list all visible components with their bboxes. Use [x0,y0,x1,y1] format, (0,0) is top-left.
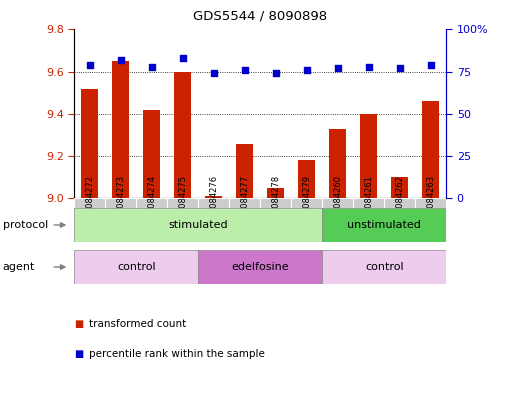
Text: GSM1084261: GSM1084261 [364,175,373,231]
Bar [74,198,105,208]
Text: GSM1084278: GSM1084278 [271,175,280,231]
Text: ■: ■ [74,349,84,359]
Text: edelfosine: edelfosine [231,262,289,272]
Bar [322,250,446,284]
Bar [167,198,199,208]
Point [179,55,187,61]
Bar [105,198,136,208]
Point [303,67,311,73]
Bar [74,208,322,242]
Bar [236,143,253,198]
Point [117,57,125,63]
Point [210,70,218,77]
Text: GSM1084262: GSM1084262 [396,175,404,231]
Text: GSM1084272: GSM1084272 [85,175,94,231]
Text: control: control [117,262,155,272]
Bar [360,114,378,198]
Bar [199,250,322,284]
Bar [260,198,291,208]
Bar [74,250,199,284]
Text: percentile rank within the sample: percentile rank within the sample [89,349,265,359]
Text: transformed count: transformed count [89,319,186,329]
Point [148,64,156,70]
Text: GSM1084277: GSM1084277 [241,175,249,231]
Text: unstimulated: unstimulated [347,220,421,230]
Text: GSM1084276: GSM1084276 [209,175,219,231]
Bar [82,89,98,198]
Bar [205,196,222,198]
Point [334,65,342,72]
Bar [384,198,416,208]
Text: GSM1084263: GSM1084263 [426,175,436,231]
Bar [199,198,229,208]
Text: GSM1084275: GSM1084275 [179,175,187,231]
Bar [391,177,408,198]
Bar [291,198,322,208]
Text: GSM1084260: GSM1084260 [333,175,342,231]
Bar [322,198,353,208]
Bar [422,101,439,198]
Text: stimulated: stimulated [169,220,228,230]
Bar [322,208,446,242]
Bar [353,198,384,208]
Text: ■: ■ [74,319,84,329]
Point [427,62,435,68]
Text: GDS5544 / 8090898: GDS5544 / 8090898 [193,10,327,23]
Bar [174,72,191,198]
Text: GSM1084274: GSM1084274 [147,175,156,231]
Bar [136,198,167,208]
Bar [143,110,161,198]
Point [86,62,94,68]
Point [272,70,280,77]
Bar [267,188,284,198]
Point [241,67,249,73]
Text: agent: agent [3,262,35,272]
Bar [229,198,260,208]
Text: GSM1084273: GSM1084273 [116,175,125,231]
Point [365,64,373,70]
Bar [416,198,446,208]
Text: protocol: protocol [3,220,48,230]
Bar [112,61,129,198]
Text: GSM1084279: GSM1084279 [302,175,311,231]
Text: control: control [365,262,404,272]
Bar [329,129,346,198]
Bar [299,160,315,198]
Point [396,65,404,72]
